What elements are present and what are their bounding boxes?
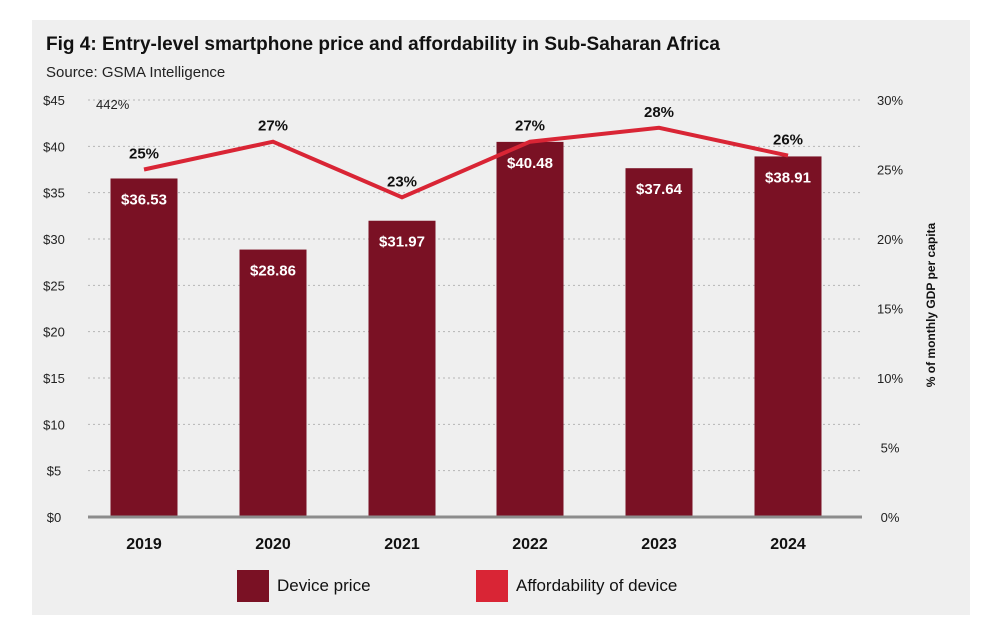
bar-value-label: $36.53: [121, 191, 167, 208]
line-affordability: [143, 125, 789, 200]
bar-device-price: [496, 141, 564, 518]
y-right-axis-label: % of monthly GDP per capita: [924, 222, 938, 387]
x-tick-label: 2024: [770, 536, 806, 553]
x-tick-label: 2021: [384, 536, 420, 553]
legend-swatch-affordability: [476, 570, 508, 602]
y-right-tick-label: 5%: [881, 441, 900, 456]
bar-value-label: $37.64: [636, 181, 683, 198]
bar-value-label: $28.86: [250, 263, 296, 280]
y-left-tick-label: $40: [43, 139, 65, 154]
bar-device-price: [368, 220, 436, 517]
line-value-label: 28%: [644, 104, 674, 121]
legend-label-device-price: Device price: [277, 576, 371, 595]
bar-device-price: [110, 178, 178, 518]
y-left-tick-label: $20: [43, 325, 65, 340]
legend-label-affordability: Affordability of device: [516, 576, 678, 595]
x-tick-label: 2019: [126, 536, 162, 553]
y-right-tick-label: 20%: [877, 232, 903, 247]
y-right-tick-label: 25%: [877, 163, 903, 178]
y-left-tick-label: $0: [47, 510, 61, 525]
chart-title: Fig 4: Entry-level smartphone price and …: [46, 34, 720, 55]
y-left-tick-label: $30: [43, 232, 65, 247]
bar-value-label: $38.91: [765, 169, 811, 186]
y-right-tick-label: 15%: [877, 302, 903, 317]
line-value-label: 23%: [387, 173, 417, 190]
y-left-tick-label: $15: [43, 371, 65, 386]
line-value-label: 25%: [129, 146, 159, 163]
y-left-tick-label: $10: [43, 417, 65, 432]
line-value-label: 27%: [258, 118, 288, 135]
y-left-tick-label: $35: [43, 186, 65, 201]
bar-value-label: $40.48: [507, 155, 553, 172]
legend-swatch-device-price: [237, 570, 269, 602]
bar-value-label: $31.97: [379, 234, 425, 251]
y-left-tick-label: $25: [43, 278, 65, 293]
bar-device-price: [239, 249, 307, 517]
y-left-tick-label: $5: [47, 464, 61, 479]
annotation-text: 442%: [96, 97, 130, 112]
line-value-label: 27%: [515, 118, 545, 135]
y-right-tick-label: 0%: [881, 510, 900, 525]
x-tick-label: 2023: [641, 536, 677, 553]
y-right-tick-label: 30%: [877, 93, 903, 108]
x-tick-label: 2022: [512, 536, 548, 553]
x-tick-label: 2020: [255, 536, 291, 553]
chart-subtitle: Source: GSMA Intelligence: [46, 64, 226, 81]
y-left-tick-label: $45: [43, 93, 65, 108]
bar-device-price: [754, 156, 822, 517]
y-right-tick-label: 10%: [877, 371, 903, 386]
bar-device-price: [625, 168, 693, 517]
line-value-label: 26%: [773, 132, 803, 149]
